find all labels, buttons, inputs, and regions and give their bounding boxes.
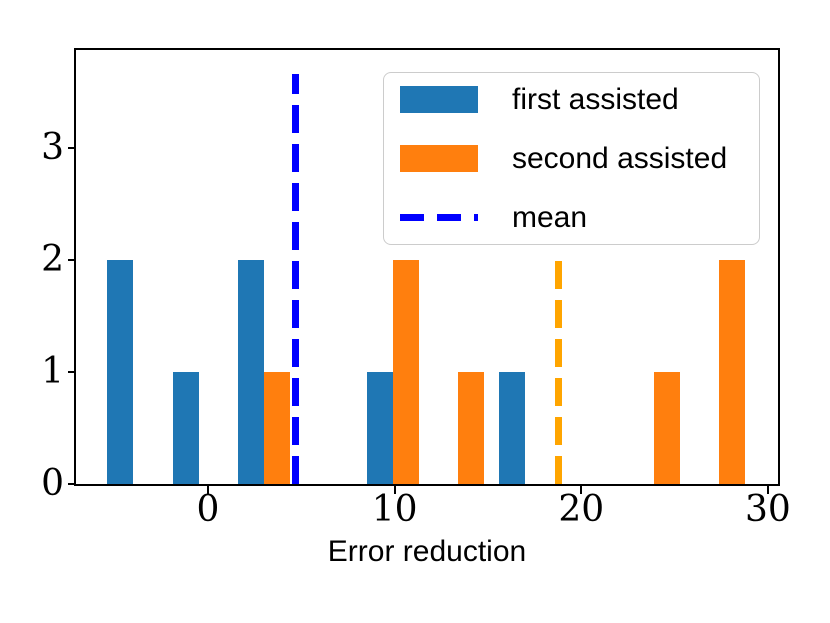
- x-tick-label: 20: [558, 489, 605, 530]
- legend-label-first-assisted: first assisted: [512, 83, 679, 116]
- y-tick-label: 3: [41, 127, 64, 168]
- x-tick-mark: [393, 486, 396, 494]
- y-tick-mark: [68, 259, 76, 261]
- x-tick-mark: [207, 486, 209, 494]
- y-tick-mark: [68, 483, 76, 485]
- mean-line-first-assisted: [292, 74, 300, 484]
- y-tick-mark: [68, 147, 76, 149]
- bar-second-assisted-1: [392, 260, 419, 484]
- bar-first-assisted-2: [237, 260, 264, 484]
- bar-second-assisted-3: [654, 372, 681, 484]
- bar-first-assisted-3: [366, 372, 393, 484]
- x-axis-title: Error reduction: [327, 535, 527, 568]
- x-tick-mark: [580, 486, 583, 494]
- y-tick-label: 1: [41, 351, 64, 392]
- x-tick-mark: [766, 486, 769, 494]
- legend-swatch-second-assisted: [400, 145, 478, 172]
- y-tick-mark: [68, 371, 76, 373]
- bar-first-assisted-4: [499, 372, 526, 484]
- x-tick-label: 0: [196, 489, 220, 530]
- bar-second-assisted-4: [719, 260, 746, 484]
- bar-first-assisted-0: [107, 260, 134, 484]
- y-tick-label: 2: [41, 239, 64, 280]
- x-tick-label: 10: [371, 489, 418, 530]
- bar-first-assisted-1: [172, 372, 199, 484]
- legend: first assisted second assisted mean: [383, 72, 760, 245]
- legend-entry-first-assisted: first assisted: [400, 83, 743, 116]
- bar-second-assisted-0: [264, 372, 291, 484]
- legend-swatch-first-assisted: [400, 86, 478, 113]
- x-tick-label: 30: [744, 489, 791, 530]
- legend-entry-second-assisted: second assisted: [400, 142, 743, 175]
- legend-label-second-assisted: second assisted: [512, 142, 728, 175]
- bar-second-assisted-2: [458, 372, 485, 484]
- legend-dash-sample-mean-icon: [400, 214, 478, 221]
- legend-entry-mean: mean: [400, 201, 743, 234]
- legend-label-mean: mean: [512, 201, 588, 234]
- mean-line-second-assisted: [555, 257, 563, 484]
- y-tick-label: 0: [41, 463, 64, 504]
